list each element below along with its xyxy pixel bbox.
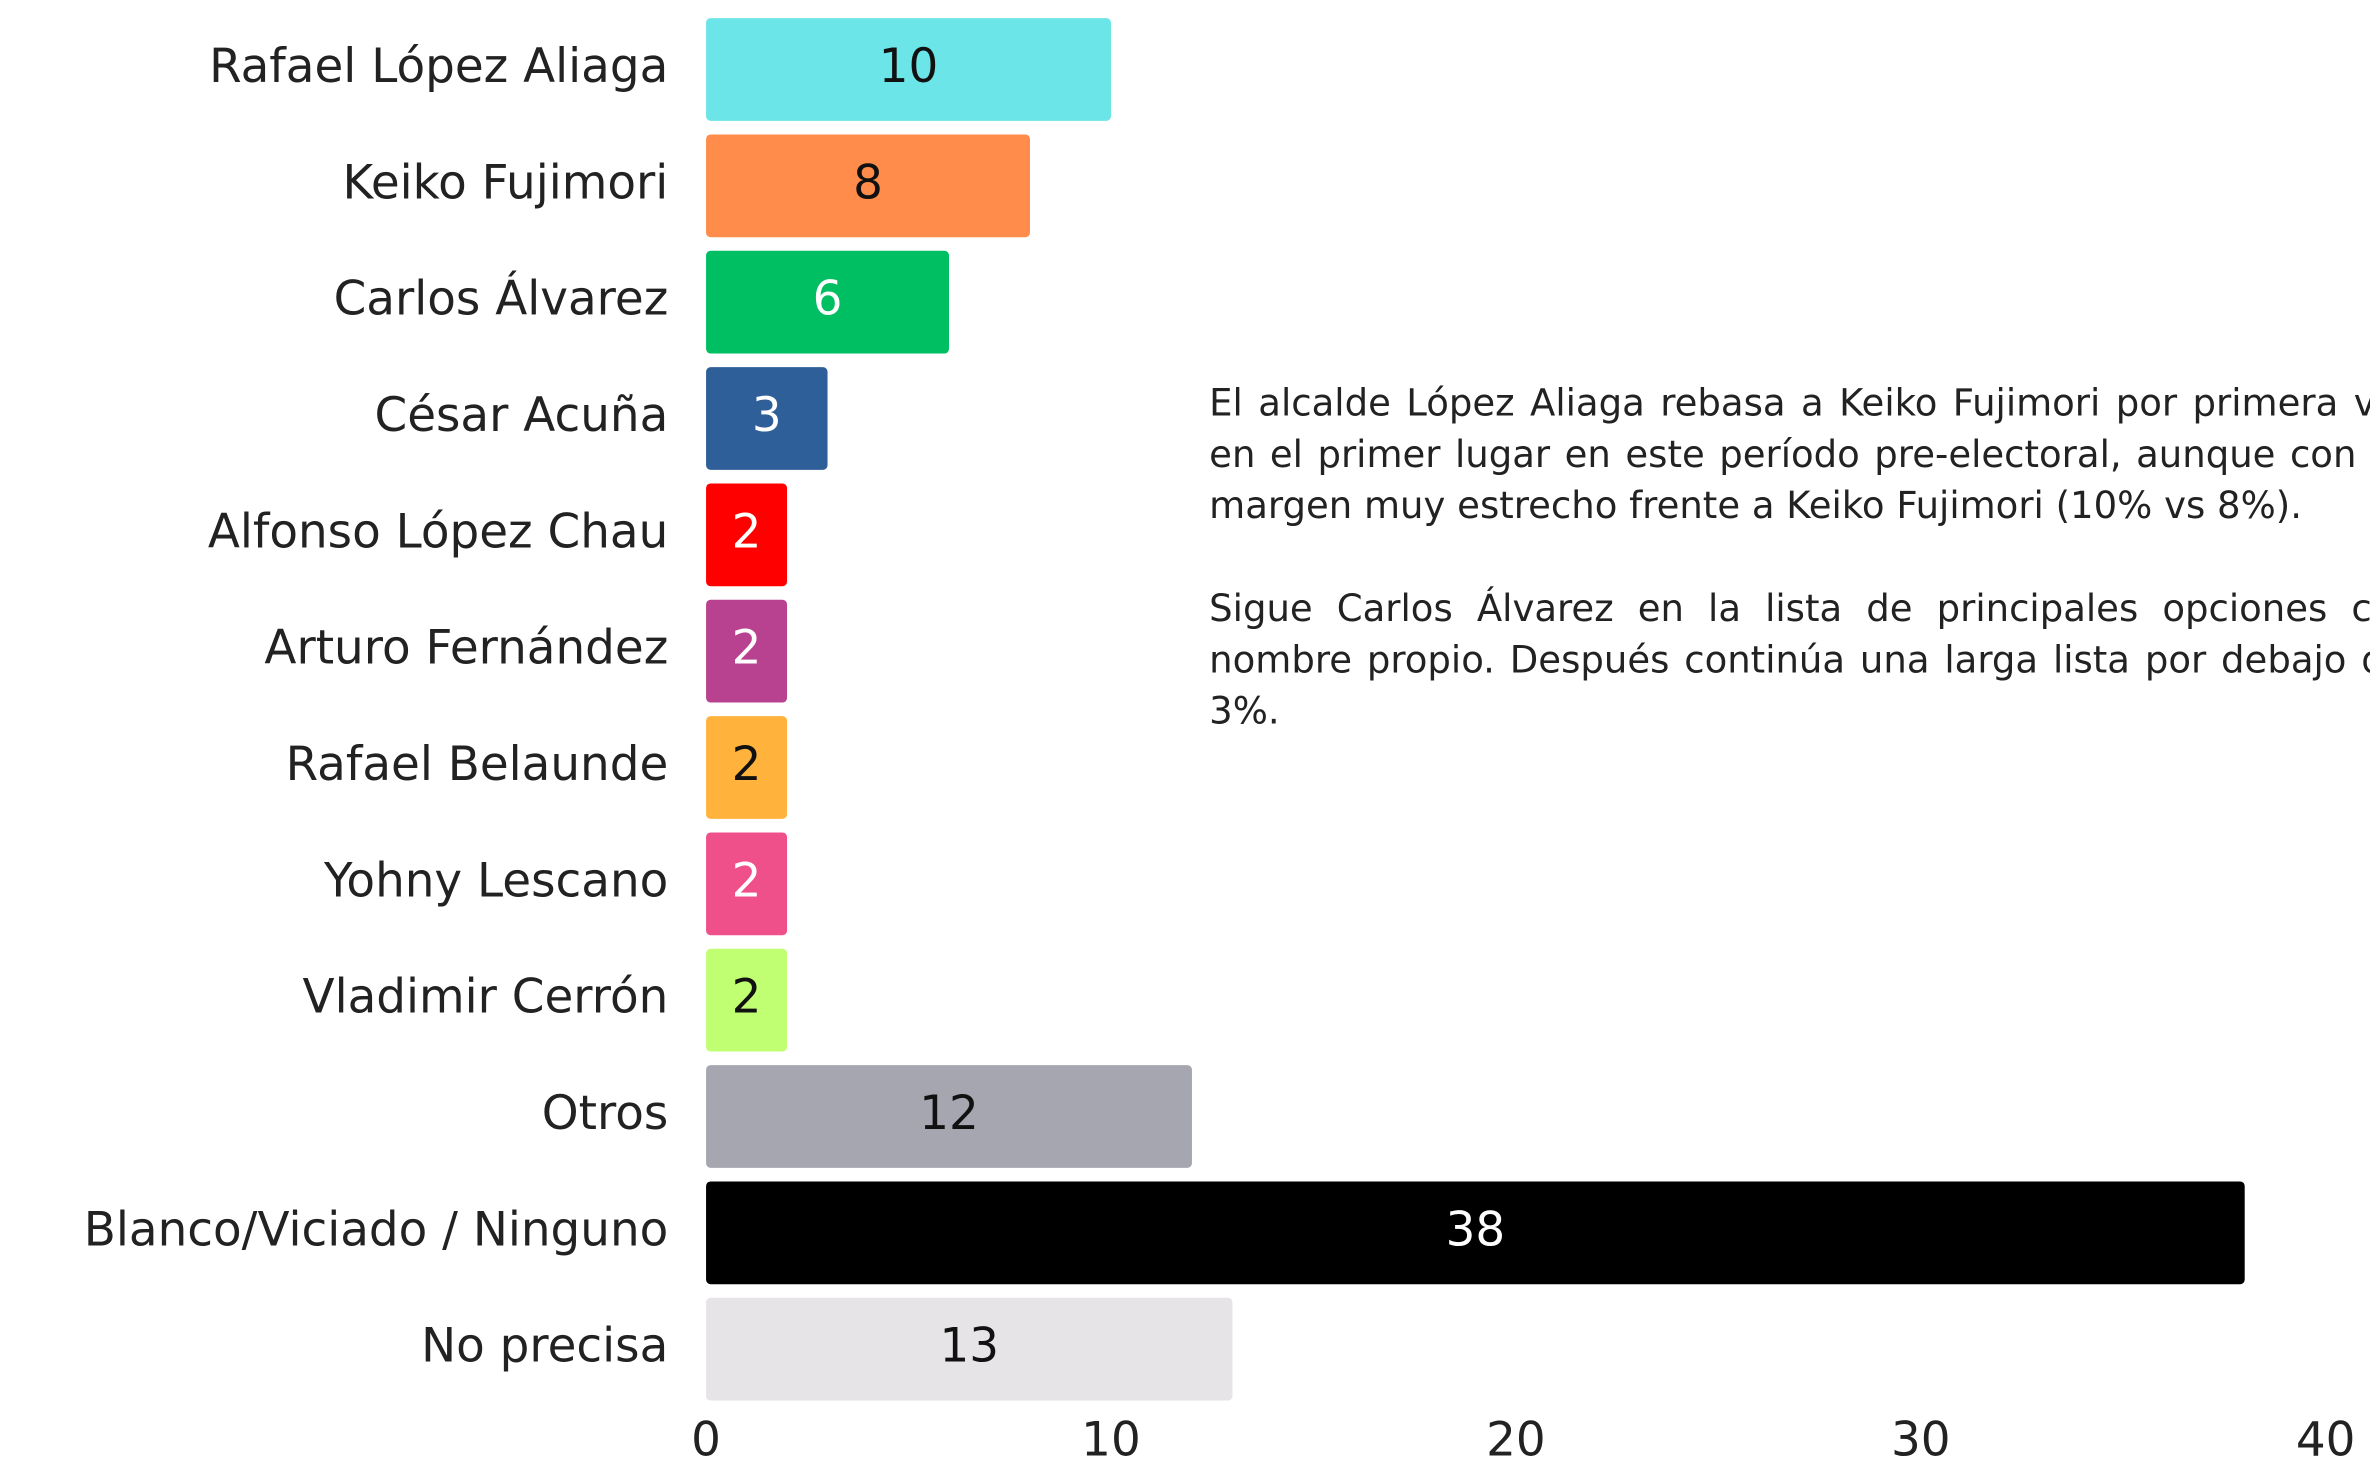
y-tick-label: Rafael López Aliaga xyxy=(209,40,668,94)
data-label: 12 xyxy=(919,1087,979,1141)
y-tick-label: Otros xyxy=(542,1087,669,1141)
bar xyxy=(706,716,788,819)
data-label: 2 xyxy=(732,505,762,559)
bar xyxy=(706,134,1030,238)
x-tick-label: 30 xyxy=(1891,1413,1951,1464)
y-tick-label: Arturo Fernández xyxy=(264,622,668,676)
data-label: 13 xyxy=(939,1320,999,1374)
y-tick-label: Yohny Lescano xyxy=(323,854,668,908)
y-tick-label: Blanco/Viciado / Ninguno xyxy=(84,1203,669,1257)
bar xyxy=(706,250,950,354)
data-label: 8 xyxy=(853,156,883,210)
x-tick-label: 10 xyxy=(1081,1413,1141,1464)
bar xyxy=(706,948,788,1052)
annotation: Sigue Carlos Álvarez en la lista de prin… xyxy=(1209,586,2370,733)
bar xyxy=(706,18,1111,121)
data-label: 2 xyxy=(732,854,762,908)
y-tick-label: Carlos Álvarez xyxy=(334,272,669,327)
annotation-box: El alcalde López Aliaga rebasa a Keiko F… xyxy=(1209,378,2370,738)
y-tick-label: Keiko Fujimori xyxy=(342,156,668,210)
data-label: 2 xyxy=(732,971,762,1025)
annotation-text: El alcalde López Aliaga rebasa a Keiko F… xyxy=(1209,378,2370,738)
x-tick-label: 40 xyxy=(2296,1413,2356,1464)
x-tick-label: 20 xyxy=(1486,1413,1546,1464)
data-label: 10 xyxy=(879,40,939,94)
y-tick-label: César Acuña xyxy=(375,389,669,443)
data-label: 38 xyxy=(1446,1203,1506,1257)
y-tick-label: Rafael Belaunde xyxy=(286,738,669,792)
data-label: 3 xyxy=(752,389,782,443)
bar xyxy=(706,1065,1192,1168)
bar xyxy=(706,483,788,587)
annotation: El alcalde López Aliaga rebasa a Keiko F… xyxy=(1209,380,2370,528)
y-tick-label: Vladimir Cerrón xyxy=(303,971,669,1025)
bar xyxy=(706,599,788,703)
bar xyxy=(706,367,828,470)
y-tick-label: No precisa xyxy=(421,1320,668,1374)
bar xyxy=(706,1181,2245,1285)
bar xyxy=(706,832,788,936)
data-label: 2 xyxy=(732,738,762,792)
y-tick-label: Alfonso López Chau xyxy=(208,505,668,559)
x-tick-label: 0 xyxy=(691,1413,721,1464)
bar xyxy=(706,1297,1233,1401)
data-label: 2 xyxy=(732,622,762,676)
data-label: 6 xyxy=(813,273,843,327)
